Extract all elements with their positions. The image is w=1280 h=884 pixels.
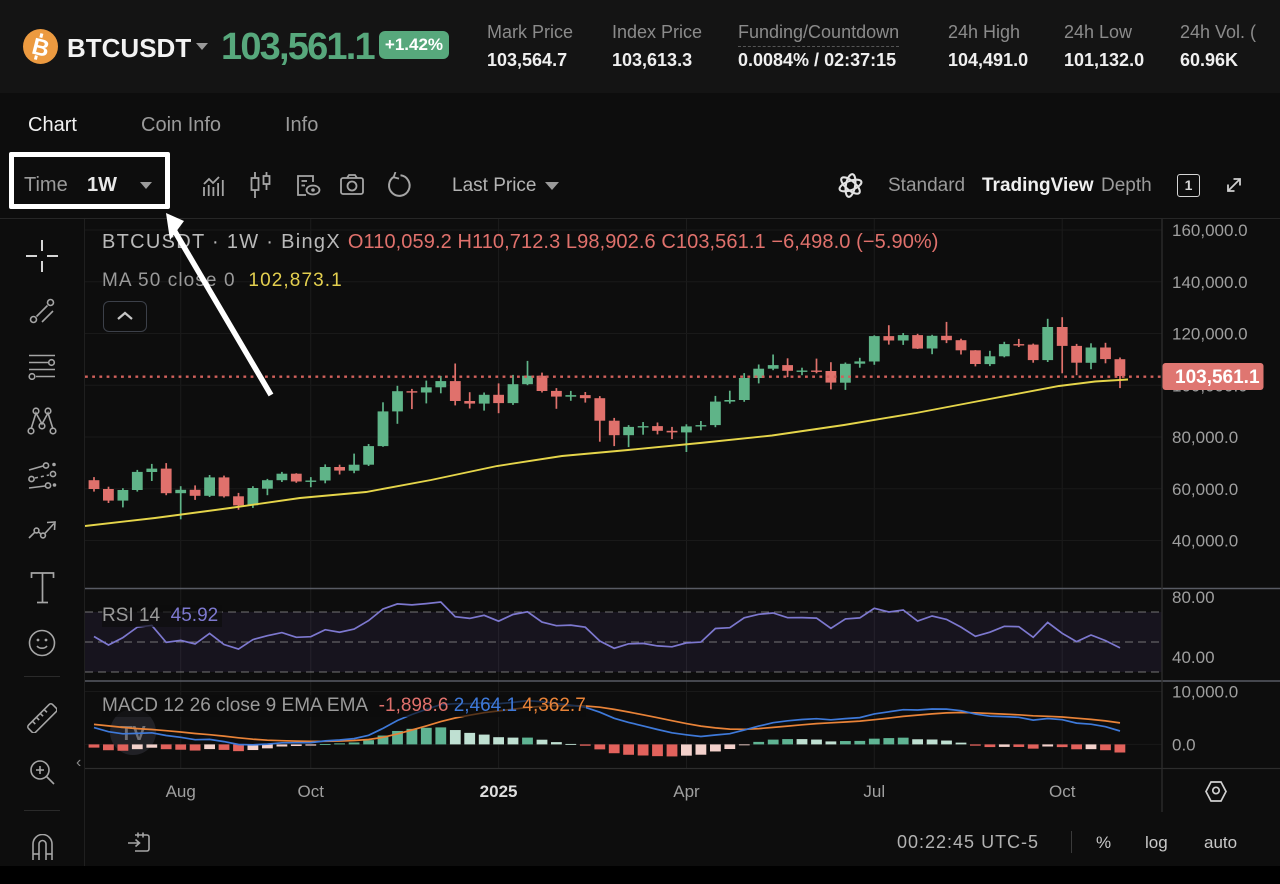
svg-text:Oct: Oct	[298, 782, 325, 801]
svg-text:Apr: Apr	[673, 782, 700, 801]
svg-text:B: B	[29, 33, 52, 62]
svg-text:60,000.0: 60,000.0	[1172, 480, 1238, 499]
svg-text:Jul: Jul	[863, 782, 885, 801]
svg-text:140,000.0: 140,000.0	[1172, 273, 1248, 292]
svg-text:10,000.0: 10,000.0	[1172, 683, 1238, 702]
svg-text:40,000.0: 40,000.0	[1172, 532, 1238, 551]
svg-text:0.0: 0.0	[1172, 736, 1196, 755]
svg-text:2025: 2025	[480, 782, 518, 801]
svg-text:40.00: 40.00	[1172, 648, 1215, 667]
svg-text:80,000.0: 80,000.0	[1172, 428, 1238, 447]
svg-text:Oct: Oct	[1049, 782, 1076, 801]
svg-text:120,000.0: 120,000.0	[1172, 325, 1248, 344]
svg-text:103,561.1: 103,561.1	[1175, 367, 1260, 388]
svg-text:80.00: 80.00	[1172, 588, 1215, 607]
svg-text:160,000.0: 160,000.0	[1172, 221, 1248, 240]
svg-text:Aug: Aug	[166, 782, 196, 801]
